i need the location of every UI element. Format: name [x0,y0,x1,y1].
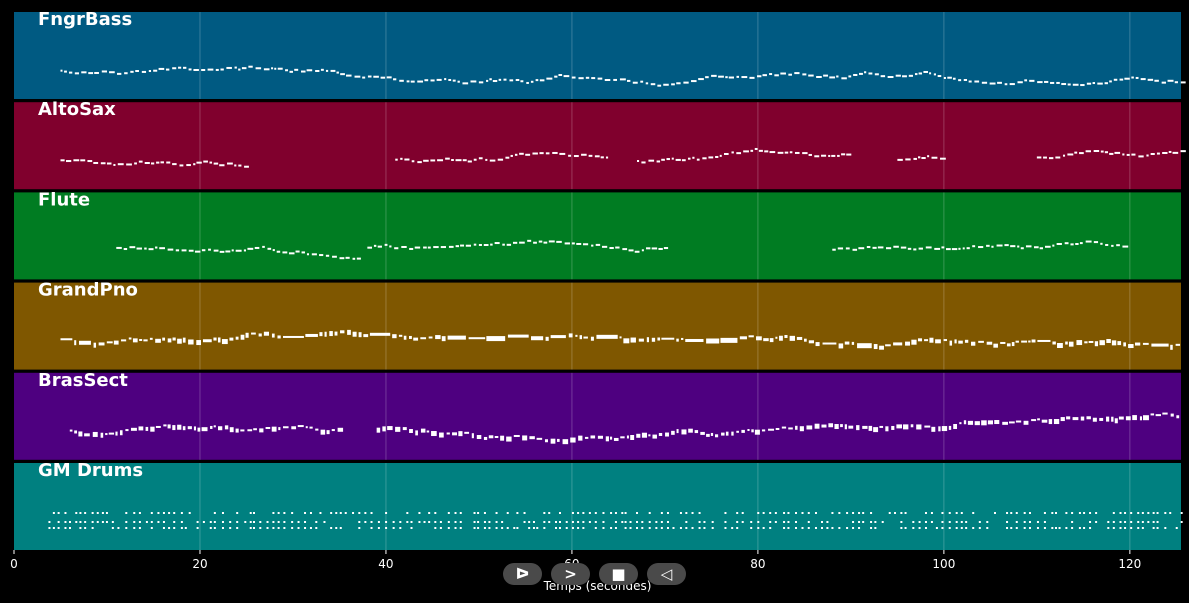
transport-controls: ᐅ > ■ ◁ [503,563,686,585]
track-background [14,372,1181,460]
track-lane: AltoSax [14,99,1186,190]
tick-label: 20 [192,557,207,571]
track-label: FngrBass [38,9,132,30]
tick-label: 100 [932,557,955,571]
tick-label: 40 [378,557,393,571]
play-icon: ᐅ [515,564,530,583]
track-lane: FngrBass [14,9,1186,99]
stop-button[interactable]: ■ [599,563,638,585]
note-area [60,147,1186,168]
track-background [14,282,1181,370]
track-lane: GM Drums [14,460,1183,550]
track-label: GrandPno [38,280,138,301]
track-background [14,12,1181,99]
note-area [48,512,1183,529]
track-background [14,192,1181,280]
play-button[interactable]: ᐅ [503,563,542,585]
track-lane: GrandPno [14,280,1181,370]
track-lane: BrasSect [14,370,1181,460]
track-label: AltoSax [38,99,116,120]
track-lane: Flute [14,189,1181,280]
note-area [116,239,1129,260]
forward-icon: > [564,564,577,583]
track-background [14,463,1181,550]
track-background [14,102,1181,190]
tick-label: 120 [1118,557,1141,571]
note-area [60,65,1186,87]
forward-button[interactable]: > [551,563,590,585]
rewind-button[interactable]: ◁ [647,563,686,585]
track-label: GM Drums [38,460,143,481]
note-area [60,329,1181,350]
tick-label: 0 [10,557,18,571]
track-label: Flute [38,189,90,210]
tick-label: 80 [750,557,765,571]
rewind-icon: ◁ [660,564,673,583]
track-label: BrasSect [38,370,128,391]
note-area [69,412,1180,445]
stop-icon: ■ [611,564,626,583]
